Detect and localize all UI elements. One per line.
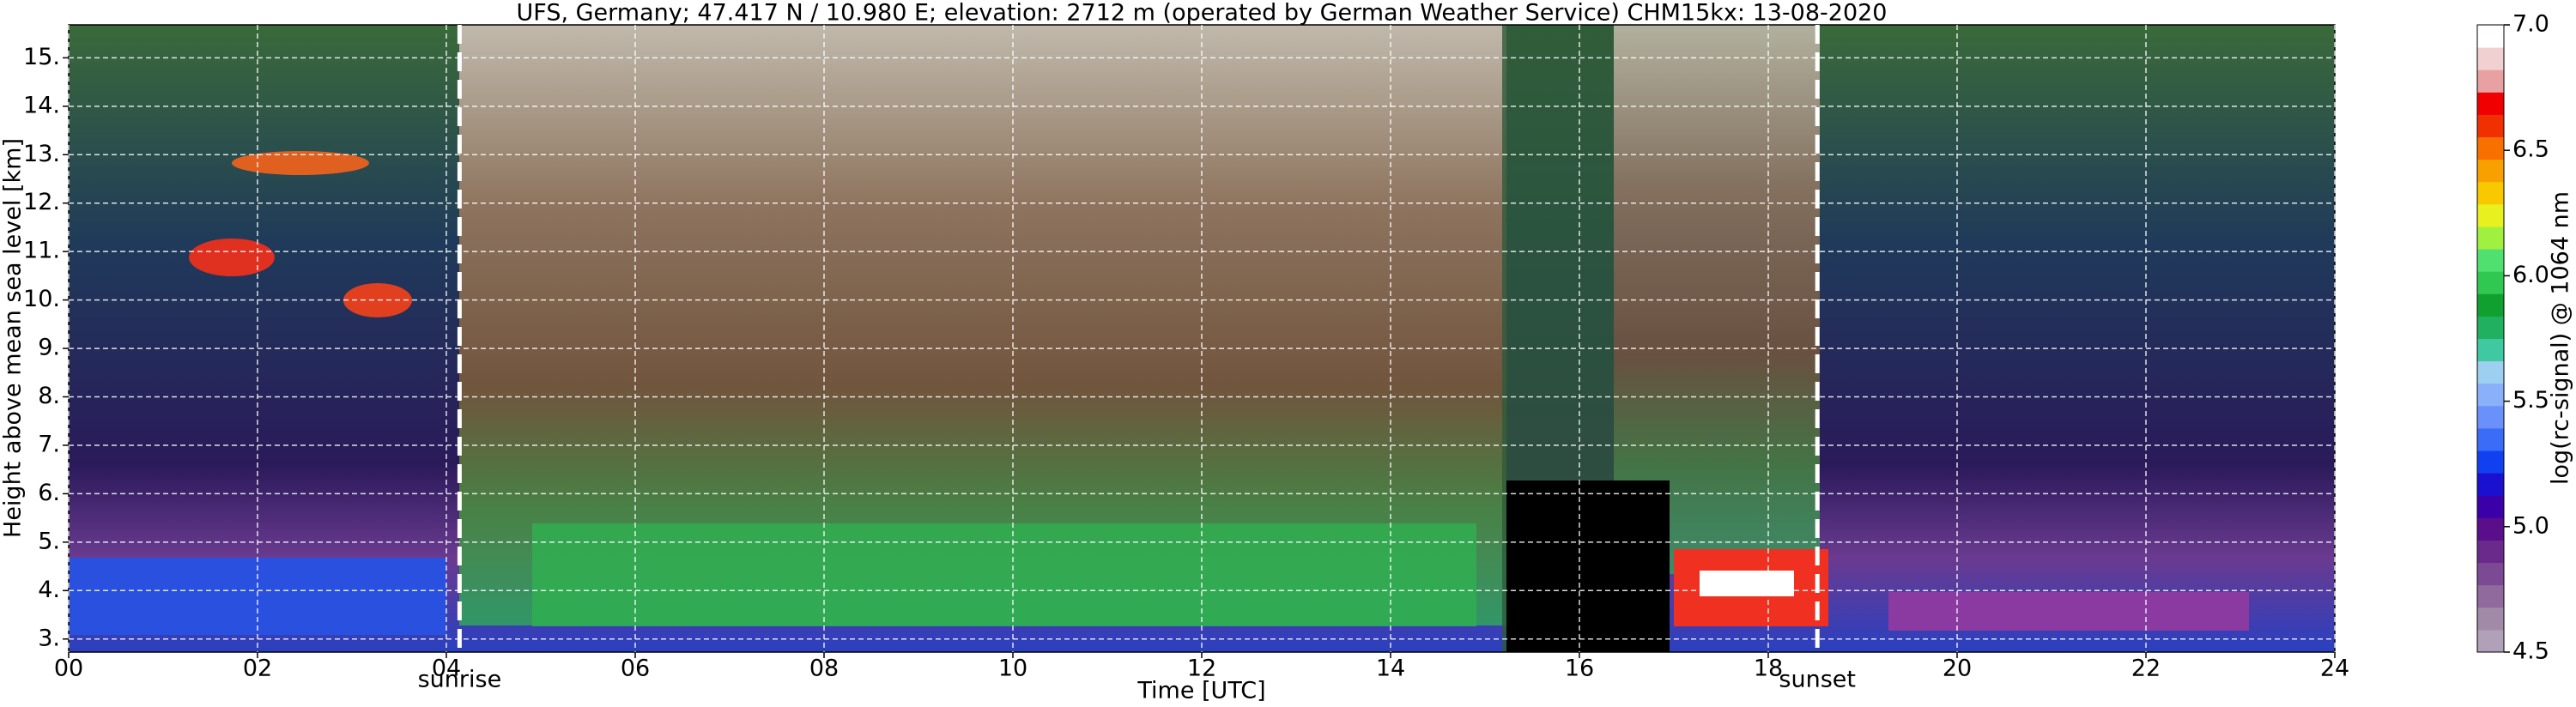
y-tick-label: 5. xyxy=(38,528,60,554)
colorbar-band xyxy=(2477,47,2504,70)
x-tick-label: 16 xyxy=(1565,656,1594,682)
x-tick-label: 08 xyxy=(809,656,839,682)
x-axis-label: Time [UTC] xyxy=(1136,678,1265,704)
annotation-label: sunset xyxy=(1779,667,1856,693)
colorbar-band xyxy=(2477,562,2504,586)
x-tick-label: 24 xyxy=(2320,656,2349,682)
colorbar-tick-label: 6.5 xyxy=(2512,136,2549,163)
colorbar-band xyxy=(2477,226,2504,250)
colorbar-band xyxy=(2477,69,2504,93)
x-tick-label: 10 xyxy=(998,656,1027,682)
colorbar-band xyxy=(2477,473,2504,496)
colorbar-label: log(rc-signal) @ 1064 nm xyxy=(2548,191,2574,485)
y-axis-label: Height above mean sea level [km] xyxy=(0,138,27,538)
colorbar-band xyxy=(2477,114,2504,138)
colorbar-band xyxy=(2477,540,2504,564)
colorbar-band xyxy=(2477,405,2504,429)
y-tick-label: 13. xyxy=(23,141,60,167)
colorbar-band xyxy=(2477,427,2504,451)
colorbar-band xyxy=(2477,629,2504,653)
x-tick-label: 14 xyxy=(1376,656,1405,682)
colorbar-band xyxy=(2477,607,2504,631)
y-tick-label: 3. xyxy=(38,625,60,651)
annotation-label: sunrise xyxy=(418,667,502,693)
y-tick-label: 7. xyxy=(38,431,60,457)
colorbar-band xyxy=(2477,25,2504,48)
colorbar-frame xyxy=(2476,24,2505,653)
chart-title: UFS, Germany; 47.417 N / 10.980 E; eleva… xyxy=(517,0,1888,27)
x-tick-label: 18 xyxy=(1754,656,1783,682)
colorbar-band xyxy=(2477,136,2504,160)
y-tick-label: 9. xyxy=(38,335,60,361)
y-tick-label: 6. xyxy=(38,480,60,506)
y-tick-label: 15. xyxy=(23,44,60,70)
y-tick-label: 12. xyxy=(23,189,60,215)
x-tick-label: 12 xyxy=(1187,656,1216,682)
colorbar-tick-label: 6.0 xyxy=(2512,262,2549,288)
colorbar-band xyxy=(2477,316,2504,339)
colorbar-band xyxy=(2477,249,2504,272)
x-tick-label: 04 xyxy=(432,656,461,682)
x-tick-label: 20 xyxy=(1943,656,1972,682)
x-tick-label: 02 xyxy=(243,656,272,682)
colorbar-band xyxy=(2477,92,2504,115)
y-tick-label: 10. xyxy=(23,286,60,312)
colorbar-band xyxy=(2477,271,2504,294)
y-tick-label: 4. xyxy=(38,577,60,603)
colorbar-band xyxy=(2477,517,2504,541)
x-tick-label: 00 xyxy=(54,656,83,682)
x-tick-label: 06 xyxy=(621,656,650,682)
colorbar-band xyxy=(2477,338,2504,362)
colorbar-band xyxy=(2477,181,2504,205)
colorbar-tick-label: 7.0 xyxy=(2512,11,2549,38)
colorbar-tick-label: 5.0 xyxy=(2512,512,2549,539)
y-tick-label: 11. xyxy=(23,238,60,264)
colorbar-band xyxy=(2477,293,2504,317)
colorbar-tick-label: 4.5 xyxy=(2512,638,2549,665)
colorbar-band xyxy=(2477,584,2504,608)
colorbar-band xyxy=(2477,450,2504,474)
y-tick-label: 14. xyxy=(23,92,60,118)
colorbar-band xyxy=(2477,159,2504,183)
colorbar-tick-label: 5.5 xyxy=(2512,387,2549,414)
y-tick-label: 8. xyxy=(38,383,60,409)
x-tick-label: 22 xyxy=(2131,656,2161,682)
colorbar-band xyxy=(2477,203,2504,227)
colorbar-band xyxy=(2477,495,2504,518)
colorbar-band xyxy=(2477,360,2504,384)
colorbar-band xyxy=(2477,383,2504,407)
